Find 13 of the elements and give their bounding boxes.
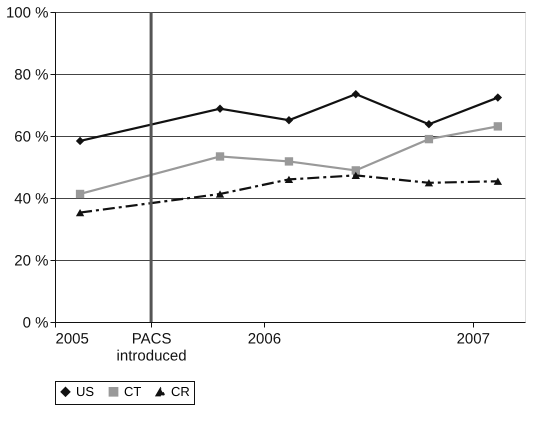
y-tick-label: 80 % — [14, 66, 48, 84]
y-tick-label: 100 % — [6, 4, 48, 22]
legend-label: CT — [124, 384, 142, 399]
y-tick-label: 40 % — [14, 190, 48, 208]
legend-label: US — [76, 384, 94, 399]
x-tick-label: 2006 — [248, 330, 282, 348]
x-tick-label: 2007 — [456, 330, 490, 348]
y-tick-label: 0 % — [22, 314, 48, 332]
y-tick-label: 60 % — [14, 128, 48, 146]
legend-label: CR — [171, 384, 190, 400]
y-tick-label: 20 % — [14, 252, 48, 270]
x-tick-label: 2005 — [56, 330, 89, 348]
x-tick-label: PACS introduced — [116, 330, 187, 364]
